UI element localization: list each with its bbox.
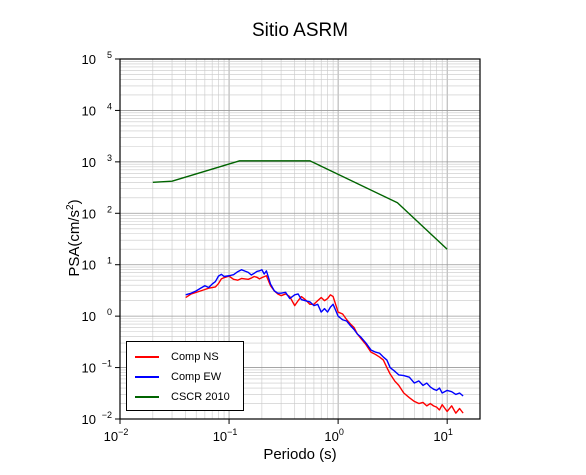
x-axis-label: Periodo (s)	[263, 446, 337, 463]
y-tick-exponent: 1	[107, 256, 112, 266]
series-line-comp-ew	[185, 269, 464, 397]
legend: Comp NS Comp EW CSCR 2010	[126, 341, 244, 411]
y-tick-label: 10	[82, 258, 96, 273]
y-tick-exponent: 4	[107, 101, 112, 111]
legend-label-cscr-2010: CSCR 2010	[171, 391, 230, 403]
series-layer	[152, 160, 464, 414]
y-tick-exponent: −2	[102, 410, 112, 420]
y-axis-label: PSA(cm/s2)	[65, 199, 83, 276]
y-tick-label: 10	[82, 412, 96, 427]
y-tick-label: 10	[82, 103, 96, 118]
x-tick-label: 10−2	[104, 427, 129, 444]
grid-layer	[119, 58, 481, 420]
y-tick-exponent: 3	[107, 153, 112, 163]
y-tick-exponent: 0	[107, 307, 112, 317]
x-tick-label: 100	[324, 427, 343, 444]
y-tick-exponent: 5	[107, 50, 112, 60]
y-axis-label-close: )	[66, 199, 83, 205]
legend-item-cscr-2010: CSCR 2010	[135, 389, 230, 405]
y-tick-label: 10	[82, 309, 96, 324]
legend-item-comp-ew: Comp EW	[135, 369, 221, 385]
legend-label-comp-ew: Comp EW	[171, 371, 222, 383]
y-tick-label: 10	[82, 206, 96, 221]
legend-label-comp-ns: Comp NS	[171, 351, 219, 363]
legend-swatch-cscr-2010	[135, 396, 159, 398]
y-axis-label-superscript: 2	[65, 204, 76, 210]
plot-frame	[119, 58, 481, 420]
y-axis-label-main: PSA(cm/s	[66, 209, 83, 277]
x-tick-label: 10−1	[213, 427, 238, 444]
y-tick-exponent: −1	[102, 359, 112, 369]
legend-item-comp-ns: Comp NS	[135, 349, 219, 365]
y-tick-exponent: 2	[107, 204, 112, 214]
y-tick-label: 10	[82, 52, 96, 67]
series-line-comp-ns	[185, 275, 464, 414]
legend-swatch-comp-ns	[135, 356, 159, 358]
frame-layer	[115, 58, 481, 424]
x-tick-label: 101	[433, 427, 452, 444]
series-line-cscr-2010	[152, 160, 448, 250]
chart-title: Sitio ASRM	[251, 20, 349, 41]
y-tick-label: 10	[82, 361, 96, 376]
y-tick-label: 10	[82, 155, 96, 170]
legend-swatch-comp-ew	[135, 376, 159, 378]
